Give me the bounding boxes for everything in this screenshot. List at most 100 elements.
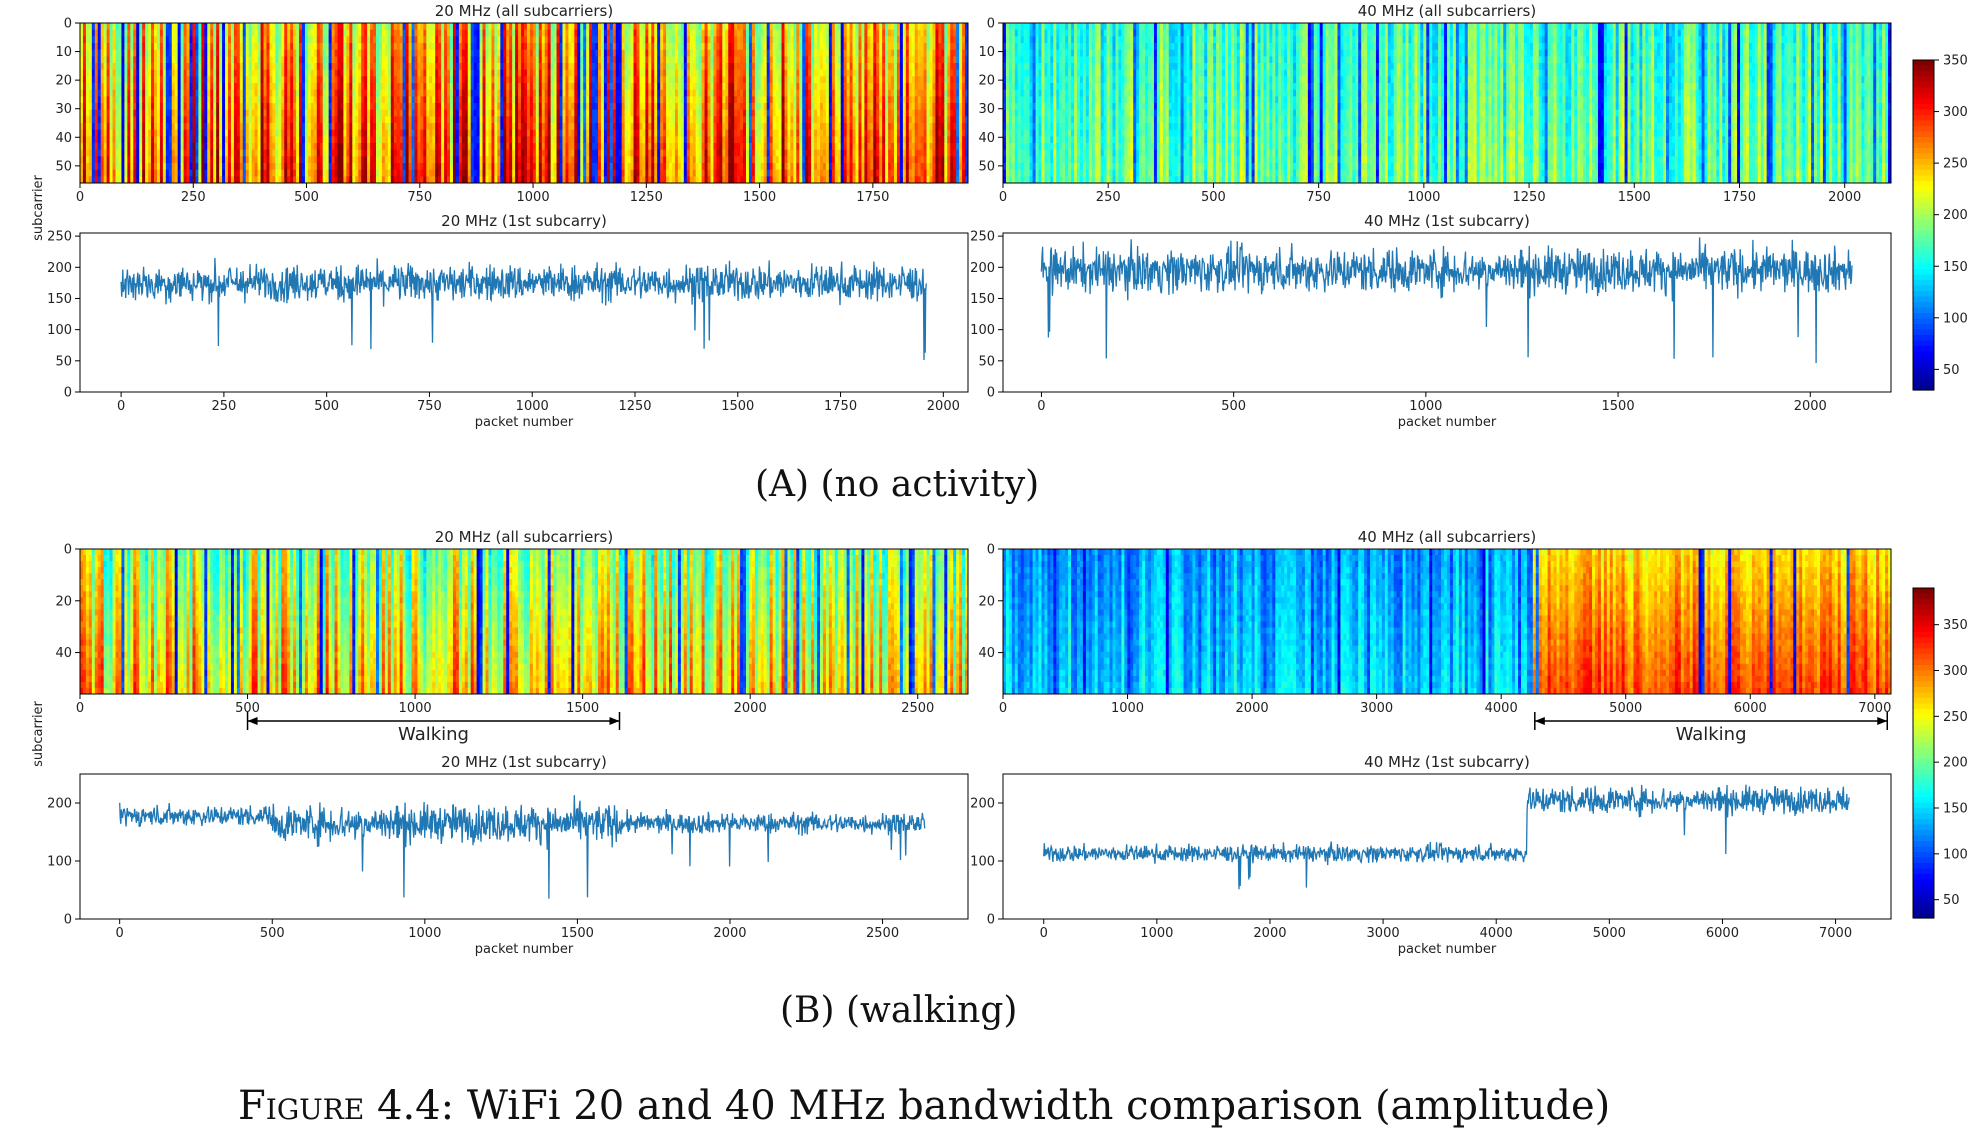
panel-a-plot-0-cell [175,43,178,50]
panel-a-plot-0-cell [258,56,261,63]
panel-a-plot-0-cell [272,130,275,137]
panel-a-plot-0-cell [113,156,116,163]
panel-a-plot-0-cell [225,30,228,37]
panel-a-plot-0-cell [190,23,193,30]
panel-a-plot-0-cell [252,36,255,43]
panel-a-plot-0-cell [299,83,302,90]
panel-a-plot-0-cell [311,156,314,163]
panel-a-plot-0-cell [296,23,299,30]
panel-a-plot-0-cell [296,56,299,63]
panel-a-plot-0-cell [302,36,305,43]
panel-a-plot-0-cell [237,83,240,90]
panel-a-plot-0-cell [225,56,228,63]
panel-a-plot-0-cell [225,143,228,150]
panel-a-plot-0-cell [246,83,249,90]
panel-a-plot-0-cell [107,163,110,170]
panel-a-plot-0-cell [252,123,255,130]
panel-a-plot-0-cell [293,116,296,123]
panel-a-plot-0-cell [275,130,278,137]
panel-a-plot-0-cell [320,123,323,130]
panel-a-plot-0-cell [222,130,225,137]
panel-a-plot-0-cell [107,70,110,77]
panel-a-plot-0-cell [160,136,163,143]
panel-a-plot-0-cell [190,83,193,90]
panel-a-plot-0-cell [178,83,181,90]
panel-a-plot-0-cell [145,76,148,83]
panel-a-plot-0-cell [213,70,216,77]
panel-a-plot-0-cell [181,163,184,170]
panel-a-plot-0-cell [237,50,240,57]
panel-a-plot-0-cell [101,150,104,157]
panel-a-plot-0-cell [201,103,204,110]
panel-a-plot-0-cell [326,136,329,143]
panel-a-plot-0-cell [127,130,130,137]
panel-a-plot-0-cell [154,63,157,70]
panel-a-plot-0-cell [323,136,326,143]
panel-a-plot-0-cell [113,150,116,157]
panel-a-plot-0-cell [308,70,311,77]
panel-a-plot-0-cell [323,130,326,137]
panel-a-plot-0-cell [130,36,133,43]
panel-a-plot-0-cell [192,163,195,170]
panel-a-plot-0-cell [269,70,272,77]
panel-a-plot-0-cell [154,83,157,90]
panel-a-plot-0-cell [317,90,320,97]
panel-a-plot-0-cell [213,63,216,70]
panel-a-plot-0-cell [187,76,190,83]
panel-a-plot-0-cell [287,96,290,103]
panel-a-plot-0-cell [317,176,320,183]
panel-a-plot-0-cell [163,96,166,103]
panel-a-plot-0-cell [231,96,234,103]
panel-a-plot-0-cell [302,103,305,110]
panel-a-plot-0-cell [299,136,302,143]
panel-a-plot-0-cell [317,70,320,77]
panel-a-plot-0-cell [213,150,216,157]
panel-a-plot-0-cell [311,76,314,83]
panel-a-plot-0-cell [340,103,343,110]
panel-a-plot-0-cell [101,83,104,90]
panel-a-plot-0-cell [314,163,317,170]
panel-a-plot-0-cell [293,103,296,110]
panel-a-plot-0-cell [95,163,98,170]
panel-a-plot-0-cell [104,90,107,97]
panel-a-plot-0-cell [198,163,201,170]
panel-a-plot-0-cell [305,96,308,103]
panel-a-plot-0-cell [264,123,267,130]
panel-a-plot-0-cell [296,43,299,50]
panel-a-plot-0-cell [207,36,210,43]
panel-a-plot-0-cell [338,83,341,90]
panel-a-plot-0-cell [98,163,101,170]
panel-a-plot-0-cell [172,110,175,117]
panel-a-plot-0-cell [340,56,343,63]
panel-a-plot-0-cell [255,123,258,130]
panel-a-plot-0-cell [246,163,249,170]
panel-a-plot-0-cell [139,96,142,103]
panel-a-plot-0-cell [311,50,314,57]
panel-a-plot-0-cell [281,150,284,157]
panel-a-plot-0-cell [290,56,293,63]
panel-a-plot-0-cell [201,76,204,83]
panel-a-plot-0-cell [154,90,157,97]
panel-a-plot-0-cell [249,76,252,83]
panel-a-plot-0-cell [278,163,281,170]
panel-a-plot-0-cell [124,116,127,123]
panel-a-plot-0-cell [332,56,335,63]
panel-a-plot-0-cell [299,143,302,150]
panel-a-plot-0-cell [130,156,133,163]
panel-a-plot-0-cell [89,150,92,157]
panel-a-plot-0-cell [228,143,231,150]
panel-a-plot-0-cell [326,170,329,177]
panel-a-plot-0-cell [332,110,335,117]
panel-a-plot-0-cell [228,130,231,137]
panel-a-plot-0-cell [142,156,145,163]
panel-a-plot-0-cell [116,123,119,130]
panel-a-plot-0-cell [243,23,246,30]
panel-a-plot-0-cell [308,90,311,97]
panel-a-plot-0-cell [95,70,98,77]
panel-a-plot-0-cell [92,43,95,50]
panel-a-plot-0-cell [234,170,237,177]
panel-a-plot-0-cell [83,56,86,63]
panel-a-plot-0-cell [287,63,290,70]
panel-a-plot-0-cell [281,170,284,177]
